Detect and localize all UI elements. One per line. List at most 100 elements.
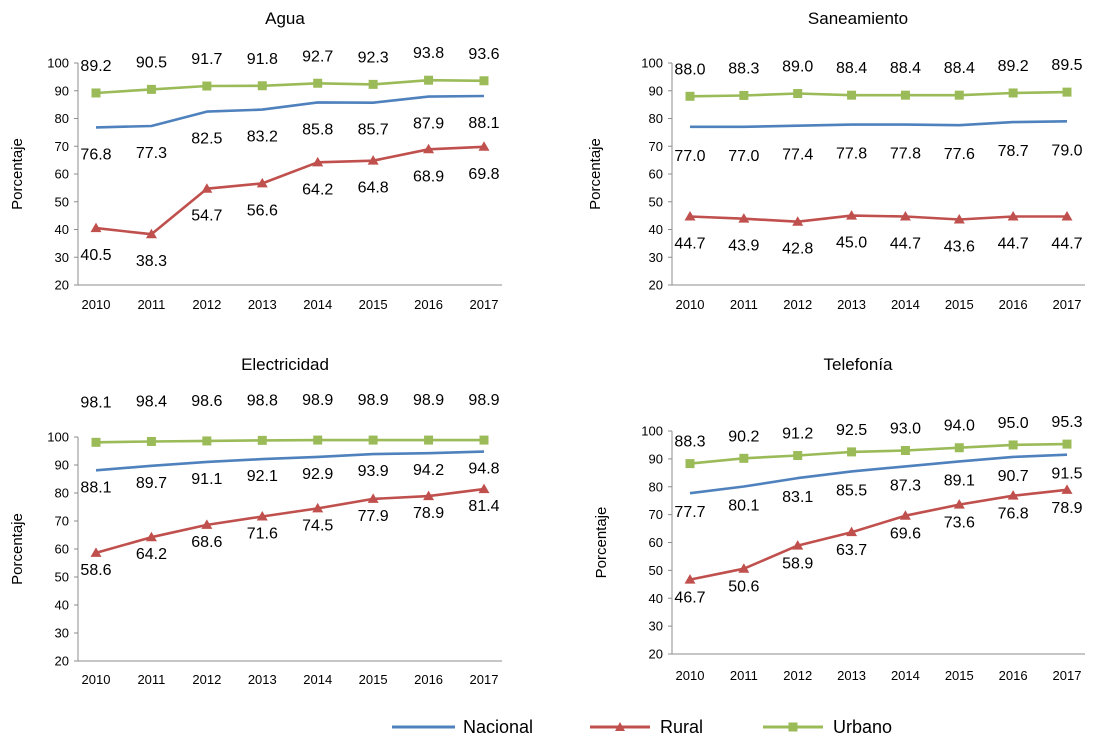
data-label-nacional: 79.0	[1051, 142, 1082, 159]
data-point-urbano	[900, 90, 910, 100]
series-line-rural	[95, 487, 485, 555]
data-point-urbano	[479, 76, 489, 86]
y-tick-label: 30	[55, 250, 69, 265]
data-label-urbano: 94.0	[944, 418, 975, 435]
x-tick-label: 2013	[837, 668, 866, 683]
series-line-urbano	[689, 90, 1068, 98]
chart-panel-2: Saneamiento Porcentaje 20 30 40 50 60 70 80 90 100…	[587, 9, 1085, 312]
data-label-nacional: 77.6	[944, 146, 975, 163]
x-tick-label: 2014	[891, 297, 920, 312]
data-label-nacional: 90.7	[998, 468, 1029, 485]
data-point-rural	[792, 540, 804, 550]
data-point-rural	[684, 574, 696, 584]
data-point-urbano	[257, 435, 267, 445]
y-tick-label: 40	[649, 222, 663, 237]
y-tick-label: 40	[55, 222, 69, 237]
data-label-rural: 38.3	[136, 253, 167, 270]
data-point-rural	[738, 563, 750, 573]
data-label-rural: 44.7	[1051, 235, 1082, 252]
x-tick-label: 2010	[82, 672, 111, 687]
data-label-urbano: 89.2	[80, 58, 111, 75]
data-label-urbano: 95.3	[1051, 414, 1082, 431]
data-label-rural: 64.2	[136, 546, 167, 563]
series-line-rural	[689, 488, 1068, 581]
data-label-urbano: 93.6	[468, 46, 499, 63]
data-label-rural: 69.6	[890, 526, 921, 543]
data-point-rural	[1061, 484, 1073, 494]
data-label-nacional: 83.2	[247, 129, 278, 146]
x-tick-label: 2013	[837, 297, 866, 312]
chart-title: Telefonía	[824, 355, 894, 374]
data-point-urbano	[91, 437, 101, 447]
data-point-urbano	[313, 78, 323, 88]
data-label-urbano: 89.5	[1051, 57, 1082, 74]
data-label-rural: 81.4	[468, 498, 499, 515]
data-point-rural	[846, 526, 858, 537]
y-tick-label: 70	[649, 139, 663, 154]
x-tick-label: 2012	[783, 297, 812, 312]
y-tick-label: 80	[649, 479, 663, 494]
x-tick-label: 2016	[999, 297, 1028, 312]
data-point-rural	[846, 210, 858, 220]
data-point-rural	[684, 210, 696, 221]
data-label-nacional: 83.1	[782, 489, 813, 506]
data-point-rural	[899, 510, 911, 520]
data-point-urbano	[91, 88, 101, 98]
data-label-urbano: 91.8	[247, 51, 278, 68]
y-tick-label: 30	[55, 626, 69, 641]
series-line-urbano	[95, 78, 485, 95]
data-label-urbano: 98.9	[468, 392, 499, 409]
x-tick-label: 2015	[945, 668, 974, 683]
data-point-urbano	[313, 435, 323, 445]
data-label-rural: 68.6	[191, 534, 222, 551]
data-point-urbano	[424, 75, 434, 85]
x-tick-label: 2014	[891, 668, 920, 683]
data-point-rural	[423, 490, 435, 501]
x-tick-label: 2013	[248, 672, 277, 687]
data-point-rural	[423, 143, 435, 154]
data-label-nacional: 88.1	[468, 115, 499, 132]
data-label-urbano: 88.3	[674, 434, 705, 451]
data-label-urbano: 95.0	[998, 415, 1029, 432]
y-tick-label: 20	[649, 278, 663, 293]
data-label-nacional: 88.1	[80, 479, 111, 496]
x-tick-label: 2017	[470, 672, 499, 687]
data-label-urbano: 93.0	[890, 421, 921, 438]
data-label-nacional: 89.7	[136, 475, 167, 492]
chart-panel-4: Telefonía Porcentaje 20 30 40 50 60 70 80 90 100 20…	[593, 355, 1085, 683]
data-point-rural	[201, 183, 213, 193]
data-label-urbano: 91.2	[782, 426, 813, 443]
data-point-rural	[367, 155, 379, 165]
data-point-rural	[899, 210, 911, 221]
data-label-urbano: 92.7	[302, 48, 333, 65]
data-label-nacional: 77.8	[890, 146, 921, 163]
y-tick-label: 80	[649, 111, 663, 126]
data-point-rural	[201, 519, 213, 529]
data-point-rural	[738, 213, 750, 223]
data-label-rural: 78.9	[413, 505, 444, 522]
data-point-urbano	[368, 435, 378, 445]
data-label-nacional: 78.7	[998, 143, 1029, 160]
legend-item-rural: Rural	[590, 717, 703, 737]
y-tick-label: 30	[649, 619, 663, 634]
y-tick-label: 50	[55, 194, 69, 209]
data-label-rural: 74.5	[302, 517, 333, 534]
data-label-urbano: 92.3	[358, 49, 389, 66]
legend-label: Urbano	[833, 717, 892, 737]
x-tick-label: 2011	[730, 668, 758, 683]
data-label-urbano: 98.6	[191, 393, 222, 410]
data-point-urbano	[257, 81, 267, 91]
data-point-rural	[90, 547, 102, 557]
data-label-nacional: 76.8	[80, 146, 111, 163]
data-point-urbano	[954, 443, 964, 453]
x-tick-label: 2011	[137, 672, 165, 687]
x-tick-label: 2013	[248, 297, 277, 312]
data-point-rural	[792, 216, 804, 226]
x-tick-label: 2017	[470, 297, 499, 312]
data-point-urbano	[685, 459, 695, 469]
data-label-urbano: 90.2	[728, 428, 759, 445]
legend-label: Nacional	[463, 717, 533, 737]
data-label-nacional: 91.5	[1051, 466, 1082, 483]
x-tick-label: 2012	[192, 672, 221, 687]
